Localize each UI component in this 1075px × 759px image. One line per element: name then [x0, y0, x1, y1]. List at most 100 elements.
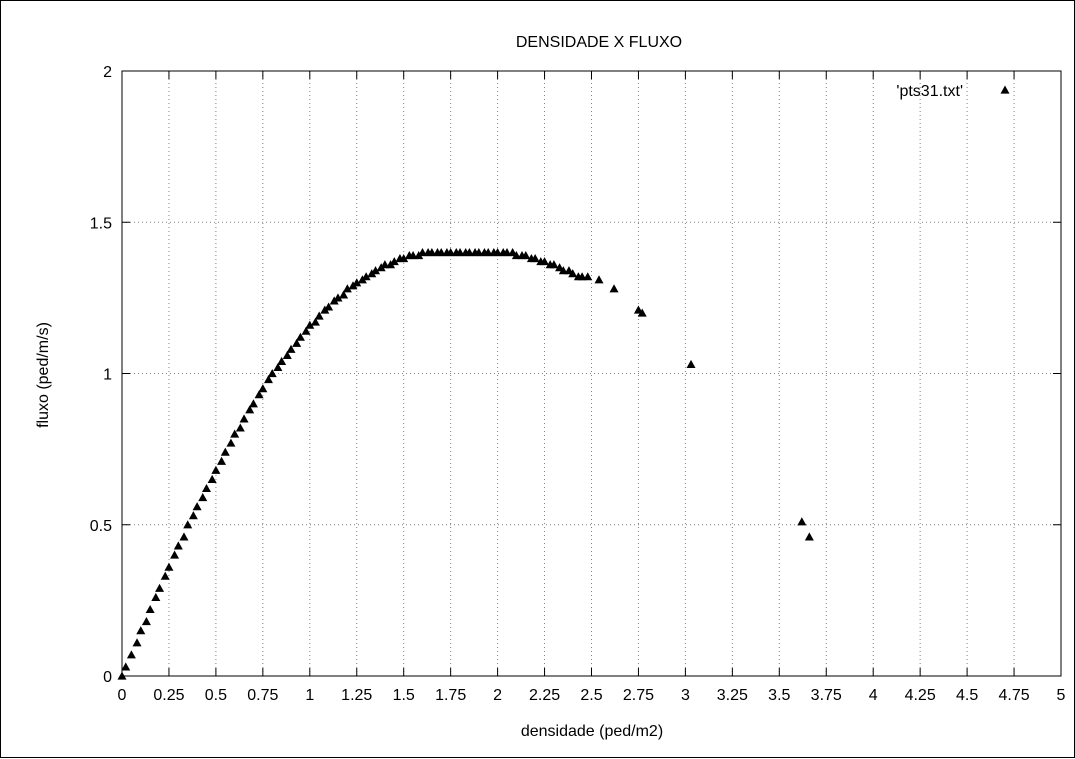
data-point: [198, 493, 208, 502]
data-point: [282, 350, 292, 359]
x-tick-label: 1.25: [341, 687, 372, 704]
data-point: [342, 284, 352, 293]
data-point: [126, 650, 136, 659]
x-tick-label: 2.5: [580, 687, 602, 704]
x-tick-label: 2.25: [529, 687, 560, 704]
data-point: [141, 617, 151, 626]
x-tick-label: 4.5: [956, 687, 978, 704]
data-point: [352, 278, 362, 287]
data-point: [521, 251, 531, 260]
data-point: [292, 338, 302, 347]
x-tick-label: 4.25: [905, 687, 936, 704]
chart-title: DENSIDADE X FLUXO: [516, 34, 682, 51]
data-point: [160, 571, 170, 580]
data-point: [207, 474, 217, 483]
legend-label: 'pts31.txt': [896, 83, 963, 100]
legend: 'pts31.txt': [896, 83, 1010, 100]
data-point: [202, 483, 212, 493]
data-point: [502, 248, 512, 257]
data-point: [164, 562, 174, 571]
data-point: [339, 290, 349, 299]
data-point: [226, 438, 236, 447]
data-point: [408, 251, 418, 260]
data-point: [540, 257, 550, 266]
data-point: [324, 302, 334, 311]
data-point: [136, 626, 146, 635]
data-point: [493, 248, 503, 257]
data-point: [594, 275, 604, 284]
data-point: [637, 308, 647, 317]
tick-layer: 0 0.25 0.5 0.75 1 1.25 1.5 1.75 2 2.25 2.5 2.75 3 3.2…: [90, 64, 1066, 704]
data-point: [436, 248, 446, 257]
y-axis-label: fluxo (ped/m/s): [35, 322, 52, 428]
data-point: [188, 511, 198, 520]
data-point: [220, 447, 230, 456]
data-point: [568, 269, 578, 278]
data-point: [277, 356, 287, 365]
x-axis-label: densidade (ped/m2): [521, 723, 663, 740]
data-point: [173, 541, 183, 550]
y-tick-label: 1.5: [90, 215, 112, 232]
x-tick-label: 0: [118, 687, 127, 704]
data-point: [117, 671, 127, 680]
data-point: [183, 520, 193, 529]
data-point: [286, 344, 296, 353]
data-point: [549, 260, 559, 269]
data-point: [455, 248, 465, 257]
x-tick-label: 0.75: [247, 687, 278, 704]
data-point: [305, 320, 315, 329]
x-tick-label: 3: [681, 687, 690, 704]
data-point: [310, 317, 320, 326]
legend-marker-triangle: [1000, 85, 1010, 94]
data-point: [170, 550, 180, 559]
data-point: [235, 423, 245, 432]
x-tick-label: 4: [869, 687, 878, 704]
data-point: [483, 248, 493, 257]
data-point: [530, 254, 540, 263]
data-point: [145, 604, 155, 614]
data-point: [583, 272, 593, 281]
data-point: [686, 359, 696, 369]
data-point: [417, 248, 427, 257]
data-point: [511, 251, 521, 260]
data-point: [263, 375, 273, 384]
data-point: [179, 532, 189, 541]
data-point: [609, 284, 619, 293]
x-tick-label: 3.75: [811, 687, 842, 704]
data-point: [804, 532, 814, 541]
y-tick-label: 0.5: [90, 518, 112, 535]
data-point: [371, 266, 381, 275]
data-point: [121, 662, 131, 671]
data-point: [248, 399, 258, 408]
data-point: [192, 502, 202, 511]
data-point: [254, 390, 264, 399]
x-tick-label: 3.5: [768, 687, 790, 704]
data-point: [399, 254, 409, 263]
data-point: [474, 248, 484, 257]
data-point: [217, 456, 227, 465]
data-point: [558, 266, 568, 275]
x-tick-label: 0.5: [205, 687, 227, 704]
data-point: [577, 272, 587, 281]
x-tick-label: 1.5: [393, 687, 415, 704]
data-point: [267, 369, 277, 378]
data-point: [389, 257, 399, 266]
x-tick-label: 1: [305, 687, 314, 704]
data-point: [151, 592, 161, 601]
data-point: [314, 311, 324, 320]
data-point: [155, 583, 165, 592]
x-tick-label: 2.75: [623, 687, 654, 704]
data-point: [295, 332, 305, 341]
data-point: [380, 260, 390, 269]
x-tick-label: 0.25: [153, 687, 184, 704]
data-point: [446, 248, 456, 257]
y-tick-label: 0: [103, 669, 112, 686]
x-tick-label: 3.25: [717, 687, 748, 704]
data-point: [239, 414, 249, 423]
data-point: [427, 248, 437, 257]
x-tick-label: 2: [493, 687, 502, 704]
grid-layer: [122, 71, 1061, 676]
x-tick-label: 5: [1057, 687, 1066, 704]
